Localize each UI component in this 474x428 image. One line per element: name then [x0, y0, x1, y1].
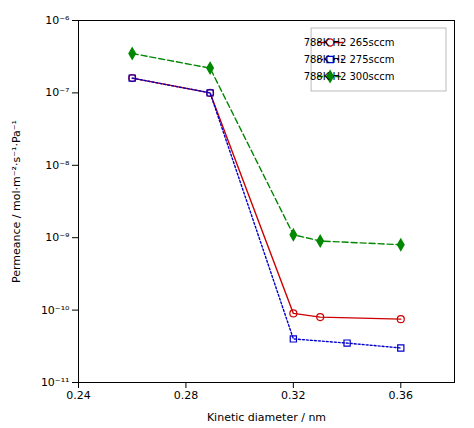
svg-text:Kinetic diameter / nm: Kinetic diameter / nm	[207, 411, 326, 424]
svg-text:788K H2 265sccm: 788K H2 265sccm	[304, 37, 395, 48]
svg-text:0.36: 0.36	[389, 389, 414, 402]
svg-text:0.28: 0.28	[174, 389, 199, 402]
svg-text:788K H2 300sccm: 788K H2 300sccm	[304, 71, 395, 82]
svg-text:10⁻⁶: 10⁻⁶	[45, 14, 70, 27]
svg-text:0.32: 0.32	[281, 389, 306, 402]
svg-text:10⁻¹⁰: 10⁻¹⁰	[41, 304, 70, 317]
svg-text:788K H2 275sccm: 788K H2 275sccm	[304, 54, 395, 65]
svg-text:10⁻⁹: 10⁻⁹	[45, 231, 69, 244]
svg-text:0.24: 0.24	[66, 389, 91, 402]
svg-text:10⁻¹¹: 10⁻¹¹	[41, 376, 70, 389]
svg-text:Permeance / mol·m⁻²·s⁻¹·Pa⁻¹: Permeance / mol·m⁻²·s⁻¹·Pa⁻¹	[10, 120, 23, 283]
svg-text:10⁻⁸: 10⁻⁸	[45, 159, 70, 172]
svg-text:10⁻⁷: 10⁻⁷	[45, 86, 69, 99]
